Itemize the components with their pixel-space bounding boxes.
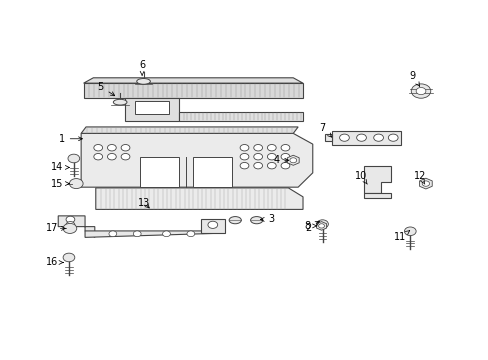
Circle shape — [415, 87, 425, 95]
Polygon shape — [331, 131, 400, 145]
Circle shape — [66, 222, 75, 228]
Text: 17: 17 — [45, 224, 65, 233]
Circle shape — [66, 216, 75, 223]
Circle shape — [316, 220, 328, 228]
Text: 3: 3 — [260, 215, 274, 224]
Circle shape — [109, 231, 117, 237]
Circle shape — [318, 224, 324, 228]
Polygon shape — [135, 101, 168, 114]
Circle shape — [121, 144, 130, 151]
Polygon shape — [140, 157, 178, 187]
Text: 8: 8 — [304, 221, 316, 231]
Circle shape — [281, 153, 289, 160]
Circle shape — [267, 144, 276, 151]
Circle shape — [421, 181, 428, 186]
Text: 11: 11 — [394, 231, 409, 242]
Circle shape — [240, 144, 248, 151]
Polygon shape — [83, 83, 303, 98]
Polygon shape — [363, 193, 390, 198]
Circle shape — [107, 153, 116, 160]
Circle shape — [267, 153, 276, 160]
Circle shape — [281, 162, 289, 169]
Circle shape — [289, 158, 296, 163]
Circle shape — [240, 162, 248, 169]
Text: 6: 6 — [139, 60, 145, 76]
Circle shape — [253, 153, 262, 160]
Text: 5: 5 — [97, 82, 114, 96]
Circle shape — [133, 231, 141, 237]
Polygon shape — [81, 127, 298, 134]
Text: 13: 13 — [138, 198, 150, 208]
Circle shape — [281, 144, 289, 151]
Polygon shape — [200, 220, 224, 233]
Text: 16: 16 — [46, 257, 63, 267]
Polygon shape — [125, 98, 178, 121]
Ellipse shape — [229, 217, 241, 224]
Circle shape — [253, 144, 262, 151]
Text: 7: 7 — [319, 123, 331, 137]
Circle shape — [404, 227, 415, 235]
Text: 14: 14 — [51, 162, 69, 172]
Polygon shape — [58, 216, 95, 237]
Circle shape — [69, 179, 83, 189]
Polygon shape — [81, 134, 312, 187]
Ellipse shape — [137, 78, 150, 84]
Circle shape — [253, 162, 262, 169]
Circle shape — [267, 162, 276, 169]
Circle shape — [121, 153, 130, 160]
Polygon shape — [419, 178, 431, 189]
Circle shape — [410, 84, 430, 98]
Circle shape — [63, 224, 77, 233]
Polygon shape — [325, 134, 331, 141]
Ellipse shape — [250, 217, 262, 224]
Polygon shape — [316, 222, 326, 230]
Circle shape — [63, 253, 75, 262]
Text: 15: 15 — [50, 179, 69, 189]
Polygon shape — [178, 112, 303, 121]
Text: 10: 10 — [355, 171, 367, 184]
Text: 12: 12 — [413, 171, 426, 184]
Text: 9: 9 — [409, 71, 419, 86]
Polygon shape — [363, 166, 390, 193]
Circle shape — [240, 153, 248, 160]
Circle shape — [94, 144, 102, 151]
Circle shape — [94, 153, 102, 160]
Text: 1: 1 — [59, 134, 82, 144]
Circle shape — [162, 231, 170, 237]
Polygon shape — [193, 157, 232, 187]
Circle shape — [207, 221, 217, 228]
Circle shape — [356, 134, 366, 141]
Circle shape — [373, 134, 383, 141]
Polygon shape — [83, 78, 303, 83]
Circle shape — [68, 154, 80, 163]
Circle shape — [186, 231, 194, 237]
Text: 2: 2 — [304, 221, 319, 233]
Circle shape — [387, 134, 397, 141]
Polygon shape — [85, 226, 224, 237]
Circle shape — [107, 144, 116, 151]
Text: 4: 4 — [273, 155, 288, 165]
Polygon shape — [96, 188, 303, 210]
Circle shape — [339, 134, 348, 141]
Ellipse shape — [113, 99, 127, 105]
Polygon shape — [287, 155, 299, 165]
